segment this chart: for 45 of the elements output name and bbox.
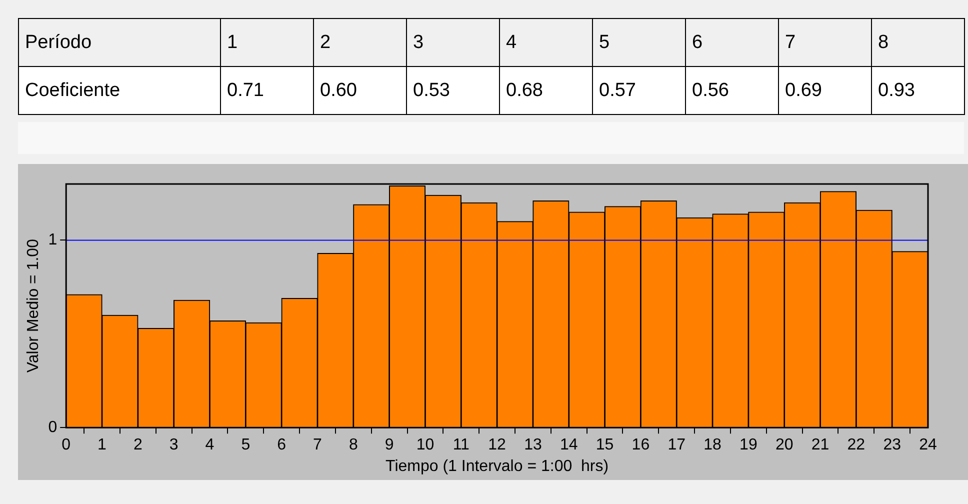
text: 0.60: [314, 66, 406, 114]
x-tick-label: 22: [847, 436, 866, 454]
x-tick-label: 11: [452, 436, 470, 454]
x-tick-label: 23: [883, 436, 902, 454]
y-axis-title: Valor Medio = 1.00: [25, 238, 42, 373]
text: 0.53: [406, 66, 500, 114]
x-tick-label: 8: [348, 436, 358, 454]
text: 3: [406, 18, 500, 66]
text: 0.56: [686, 66, 778, 114]
x-tick-label: 2: [133, 436, 142, 454]
text: 2: [314, 18, 406, 66]
text: 0.57: [592, 66, 686, 114]
text: 5: [592, 18, 686, 66]
text: 0.71: [220, 66, 314, 114]
text: 0.93: [872, 66, 964, 114]
x-tick-label: 6: [277, 436, 286, 454]
text: 7: [778, 18, 872, 66]
text: 6: [686, 18, 778, 66]
x-tick-label: 9: [384, 436, 394, 454]
x-tick-label: 14: [560, 436, 578, 454]
text: 8: [872, 18, 964, 66]
x-tick-label: 17: [668, 436, 686, 454]
text: Período: [18, 18, 220, 66]
text: 0.68: [500, 66, 592, 114]
x-tick-label: 21: [811, 436, 830, 454]
text: 0.69: [778, 66, 872, 114]
x-tick-label: 7: [313, 436, 322, 454]
x-tick-label: 18: [704, 436, 722, 454]
text: 4: [500, 18, 592, 66]
x-axis-title: Tiempo (1 Intervalo = 1:00 hrs): [386, 458, 609, 475]
x-tick-label: 15: [596, 436, 614, 454]
text: Coeficiente: [18, 66, 220, 114]
x-tick-label: 13: [524, 436, 542, 454]
x-tick-label: 20: [775, 436, 794, 454]
x-tick-label: 19: [740, 436, 758, 454]
x-tick-label: 4: [205, 436, 214, 454]
x-tick-label: 3: [169, 436, 178, 454]
x-tick-label: 1: [98, 436, 107, 454]
x-tick-label: 12: [488, 436, 506, 454]
x-tick-label: 24: [919, 436, 937, 454]
text: 1: [220, 18, 314, 66]
x-tick-label: 0: [62, 436, 71, 454]
x-tick-label: 10: [416, 436, 434, 454]
x-tick-label: 5: [241, 436, 250, 454]
x-tick-label: 16: [632, 436, 650, 454]
